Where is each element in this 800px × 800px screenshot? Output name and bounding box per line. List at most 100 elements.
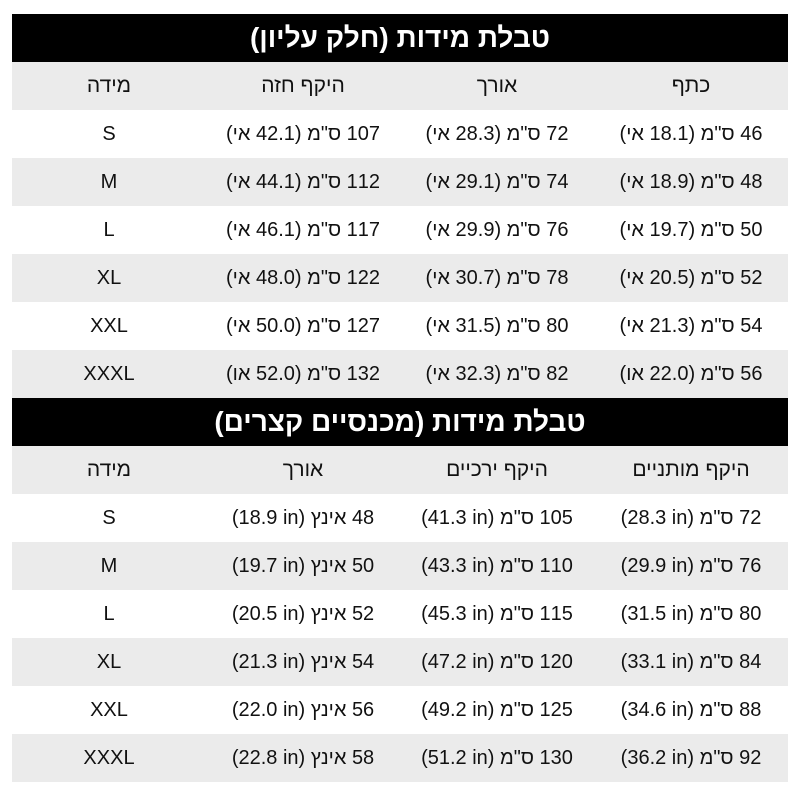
header-row: כתף אורך היקף חזה מידה (12, 62, 788, 110)
imperial-value: (20.5 in) (231, 602, 306, 625)
table-cell: XXXL (83, 362, 135, 385)
metric-value: 125 ס"מ (500, 698, 573, 721)
imperial-value: (22.0 in) (231, 698, 306, 721)
table-cell: 110 ס"מ (43.3 in) (400, 542, 594, 590)
spacer (305, 651, 311, 674)
table-cell: 125 ס"מ (49.2 in) (400, 686, 594, 734)
table-cell: 132 ס"מ (52.0 או) (225, 362, 381, 385)
table-cell: 50 ס"מ (19.7 אי) (619, 218, 763, 241)
table-cell: XL (96, 266, 122, 289)
spacer (694, 555, 700, 578)
metric-value: 48 אינץ (310, 506, 375, 529)
table-cell: 115 ס"מ (45.3 in) (400, 590, 594, 638)
metric-value: 72 ס"מ (699, 506, 762, 529)
table-cell: 52 אינץ (20.5 in) (206, 590, 400, 638)
table-cell: 58 אינץ (22.8 in) (206, 734, 400, 782)
metric-value: 130 ס"מ (500, 746, 573, 769)
table-cell: 54 אינץ (21.3 in) (206, 638, 400, 686)
imperial-value: (45.3 in) (421, 602, 495, 625)
spacer (305, 555, 311, 578)
table-cell: 56 ס"מ (22.0 או) (619, 362, 763, 385)
table-cell: XL (96, 650, 122, 673)
metric-value: 80 ס"מ (699, 602, 762, 625)
header-row: היקף מותניים היקף ירכיים אורך מידה (12, 446, 788, 494)
table-cell: XXL (90, 698, 128, 721)
table-row: 46 ס"מ (18.1 אי) 72 ס"מ (28.3 אי) 107 ס"מ … (12, 110, 788, 158)
table-cell: XXXL (83, 746, 135, 769)
imperial-value: (49.2 in) (421, 698, 495, 721)
table-cell: XXL (90, 314, 128, 337)
spacer (305, 603, 311, 626)
header-cell: אורך (282, 458, 324, 481)
table-row: 76 ס"מ (29.9 in) 110 ס"מ (43.3 in) 50 אינץ… (12, 542, 788, 590)
spacer (305, 507, 311, 530)
table-cell: 46 ס"מ (18.1 אי) (619, 122, 763, 145)
imperial-value: (43.3 in) (421, 554, 495, 577)
table-cell: S (102, 506, 116, 529)
imperial-value: (29.9 in) (620, 554, 695, 577)
imperial-value: (33.1 in) (620, 650, 695, 673)
table-cell: 80 ס"מ (31.5 אי) (425, 314, 569, 337)
table-cell: S (102, 122, 116, 145)
table-cell: 52 ס"מ (20.5 אי) (619, 266, 763, 289)
table-cell: 48 אינץ (18.9 in) (206, 494, 400, 542)
table-cell: 54 ס"מ (21.3 אי) (619, 314, 763, 337)
table-title: טבלת מידות (מכנסיים קצרים) (12, 398, 788, 446)
imperial-value: (36.2 in) (620, 746, 695, 769)
table-cell: 120 ס"מ (47.2 in) (400, 638, 594, 686)
header-cell: מידה (86, 74, 132, 97)
metric-value: 56 אינץ (310, 698, 375, 721)
size-charts: טבלת מידות (חלק עליון) כתף אורך היקף חזה מיד… (12, 14, 788, 782)
table-cell: 84 ס"מ (33.1 in) (594, 638, 788, 686)
header-cell: היקף מותניים (632, 458, 750, 481)
table-cell: 107 ס"מ (42.1 אי) (225, 122, 381, 145)
table-cell: 122 ס"מ (48.0 אי) (225, 266, 381, 289)
table-cell: L (103, 602, 115, 625)
table-cell: 76 ס"מ (29.9 אי) (425, 218, 569, 241)
table-row: 84 ס"מ (33.1 in) 120 ס"מ (47.2 in) 54 אינץ… (12, 638, 788, 686)
imperial-value: (18.9 in) (231, 506, 306, 529)
metric-value: 105 ס"מ (500, 506, 573, 529)
table-row: 80 ס"מ (31.5 in) 115 ס"מ (45.3 in) 52 אינץ… (12, 590, 788, 638)
table-cell: 117 ס"מ (46.1 אי) (225, 218, 381, 241)
imperial-value: (22.8 in) (231, 746, 306, 769)
spacer (494, 555, 500, 578)
metric-value: 54 אינץ (310, 650, 375, 673)
table-cell: L (103, 218, 115, 241)
table-row: 54 ס"מ (21.3 אי) 80 ס"מ (31.5 אי) 127 ס"מ … (12, 302, 788, 350)
spacer (694, 603, 700, 626)
table-cell: 105 ס"מ (41.3 in) (400, 494, 594, 542)
metric-value: 76 ס"מ (699, 554, 762, 577)
table-cell: 72 ס"מ (28.3 אי) (425, 122, 569, 145)
table-cell: 80 ס"מ (31.5 in) (594, 590, 788, 638)
spacer (694, 651, 700, 674)
metric-value: 84 ס"מ (699, 650, 762, 673)
table-row: 48 ס"מ (18.9 אי) 74 ס"מ (29.1 אי) 112 ס"מ … (12, 158, 788, 206)
spacer (694, 507, 700, 530)
table-row: 52 ס"מ (20.5 אי) 78 ס"מ (30.7 אי) 122 ס"מ … (12, 254, 788, 302)
spacer (694, 699, 700, 722)
table-cell: 72 ס"מ (28.3 in) (594, 494, 788, 542)
imperial-value: (47.2 in) (421, 650, 495, 673)
table-cell: 92 ס"מ (36.2 in) (594, 734, 788, 782)
imperial-value: (28.3 in) (620, 506, 695, 529)
table-row: 72 ס"מ (28.3 in) 105 ס"מ (41.3 in) 48 אינץ… (12, 494, 788, 542)
table-cell: 48 ס"מ (18.9 אי) (619, 170, 763, 193)
metric-value: 110 ס"מ (500, 554, 573, 577)
spacer (494, 603, 500, 626)
imperial-value: (41.3 in) (421, 506, 495, 529)
imperial-value: (51.2 in) (421, 746, 495, 769)
table-cell: 56 אינץ (22.0 in) (206, 686, 400, 734)
header-cell: מידה (86, 458, 132, 481)
table-cell: 112 ס"מ (44.1 אי) (225, 170, 381, 193)
header-cell: אורך (476, 74, 518, 97)
spacer (494, 747, 500, 770)
table-row: 92 ס"מ (36.2 in) 130 ס"מ (51.2 in) 58 אינץ… (12, 734, 788, 782)
metric-value: 88 ס"מ (699, 698, 762, 721)
table-cell: 82 ס"מ (32.3 אי) (425, 362, 569, 385)
imperial-value: (34.6 in) (620, 698, 695, 721)
table-row: 56 ס"מ (22.0 או) 82 ס"מ (32.3 אי) 132 ס"מ … (12, 350, 788, 398)
imperial-value: (19.7 in) (231, 554, 306, 577)
metric-value: 115 ס"מ (500, 602, 573, 625)
